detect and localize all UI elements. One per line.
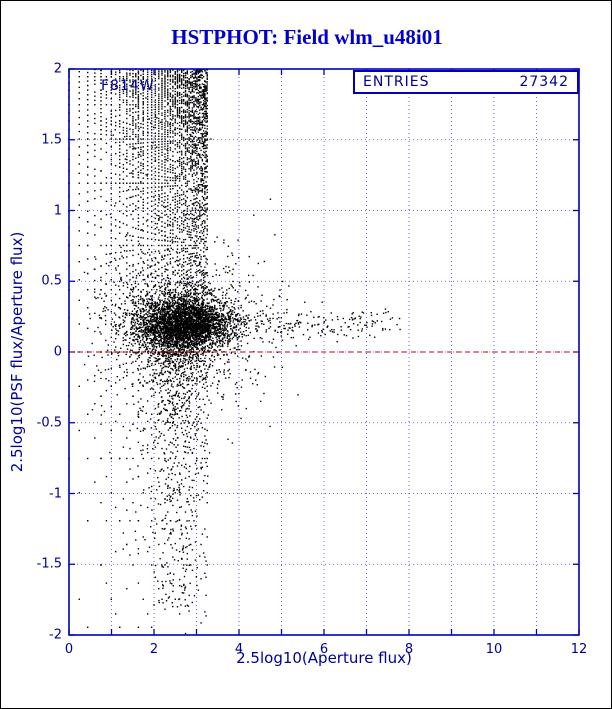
y-tick-label: 1.5 [41, 132, 62, 148]
entries-label: ENTRIES [363, 74, 430, 90]
x-tick-label: 0 [64, 642, 74, 657]
y-tick-label: 2 [53, 61, 62, 77]
y-tick-label: -2 [49, 627, 62, 643]
entries-box: ENTRIES 27342 [353, 70, 579, 94]
x-tick-label: 8 [404, 642, 414, 657]
y-tick-label: 0.5 [41, 273, 62, 289]
filter-label: F814W [101, 78, 155, 94]
x-tick-label: 10 [485, 642, 503, 657]
x-tick-label: 2 [149, 642, 159, 657]
y-tick-label: -0.5 [36, 415, 62, 431]
chart-title: HSTPHOT: Field wlm_u48i01 [171, 25, 443, 49]
x-tick-label: 4 [234, 642, 244, 657]
x-axis-label: 2.5log10(Aperture flux) [236, 649, 412, 667]
entries-value: 27342 [519, 74, 569, 90]
y-tick-label: -1 [49, 486, 62, 501]
y-tick-label: -1.5 [36, 556, 62, 572]
x-tick-label: 12 [570, 642, 588, 657]
x-tick-label: 6 [319, 642, 329, 657]
y-tick-label: 0 [53, 344, 62, 360]
y-tick-label: 1 [53, 203, 62, 218]
y-axis-label: 2.5log10(PSF flux/Aperture flux) [8, 231, 26, 473]
